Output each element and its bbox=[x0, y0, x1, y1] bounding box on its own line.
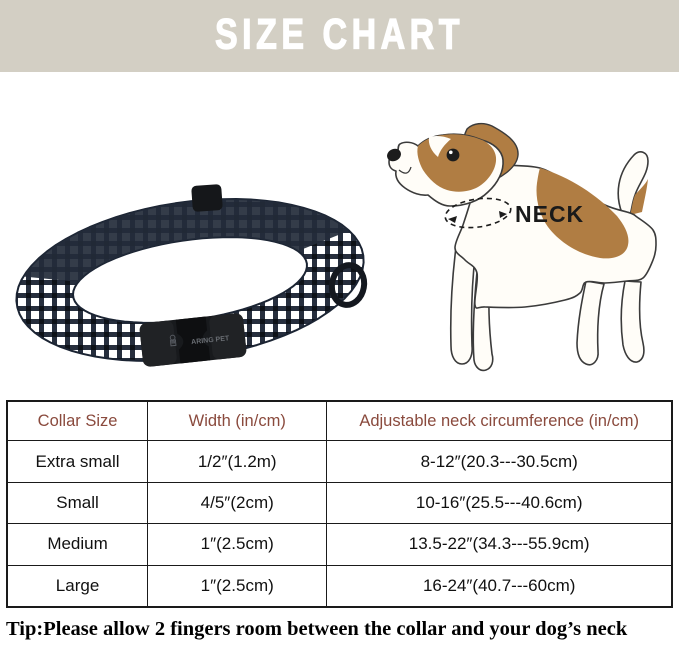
svg-text:NECK: NECK bbox=[515, 201, 584, 227]
